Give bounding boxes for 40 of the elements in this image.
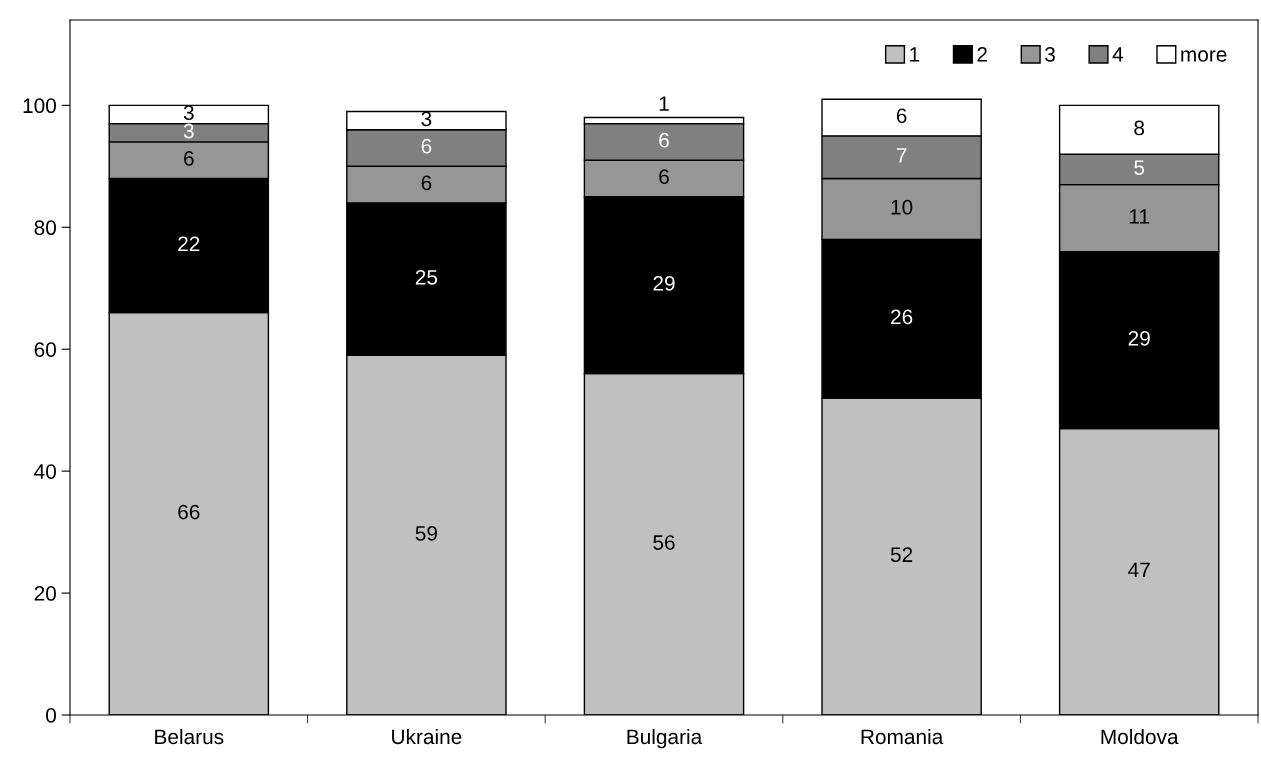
data-label: 8 [1134,120,1145,136]
x-tick-label: Ukraine [392,728,462,745]
data-label: 5 [1134,160,1145,175]
data-label: 1 [659,96,669,111]
y-tick-label: 20 [34,586,56,601]
x-tick-label: Belarus [155,728,224,745]
data-label: 22 [178,236,200,251]
data-label: 7 [896,148,907,163]
y-tick-label: 60 [34,342,56,357]
data-label: 52 [890,547,913,563]
y-tick-label: 80 [34,220,56,236]
legend-label: 1 [910,47,920,62]
data-label: 3 [183,123,194,139]
data-label: 25 [415,269,438,285]
data-label: 66 [178,504,200,520]
data-label: 6 [184,151,194,166]
data-label: 47 [1128,562,1150,578]
legend-label: 2 [977,46,987,62]
data-label: 6 [659,169,669,185]
y-tick-label: 0 [46,708,56,723]
data-label: 6 [421,175,432,191]
data-label: 29 [1128,330,1150,346]
data-label: 6 [659,132,669,148]
data-label: 29 [653,276,675,291]
x-tick-label: Romania [861,728,944,745]
data-label: 3 [421,111,432,127]
data-label: 10 [891,199,913,215]
data-label: 6 [421,138,432,154]
data-label: 26 [891,309,913,325]
y-tick-label: 100 [23,98,56,114]
x-tick-label: Bulgaria [627,728,703,749]
legend-label: 3 [1045,46,1055,62]
x-tick-label: Moldova [1101,728,1179,745]
data-label: 56 [653,535,675,550]
data-label: 11 [1129,209,1149,224]
data-label: 59 [415,525,437,541]
legend-label: more [1181,50,1227,62]
legend-label: 4 [1112,47,1124,62]
data-label: 6 [896,108,907,124]
y-tick-label: 40 [34,464,56,479]
